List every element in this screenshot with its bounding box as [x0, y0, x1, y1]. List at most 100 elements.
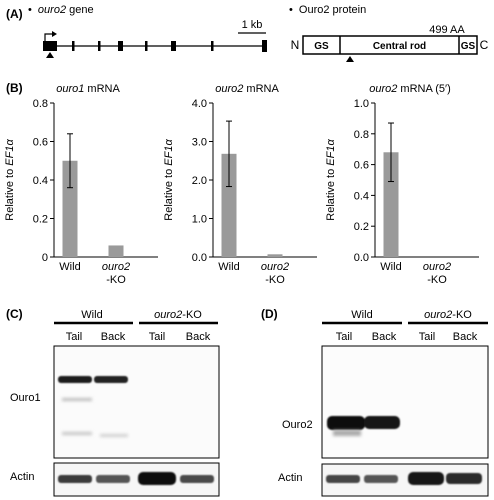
bar-charts: ouro1 mRNA Relative to EF1α 0 0.2 0.4 0.6 0.8 W… — [4, 83, 479, 286]
x-category-label: Wild — [59, 261, 80, 273]
protein-c-term: C — [480, 38, 489, 52]
gene-exon-4 — [118, 41, 123, 51]
chart-title: ouro1 mRNA — [56, 83, 120, 95]
c-actin-bands — [58, 472, 214, 485]
protein-length: 499 AA — [429, 24, 465, 36]
c-faint-band-3 — [100, 434, 128, 437]
y-tick-label: 3.0 — [192, 137, 207, 149]
chart-3: ouro2 mRNA (5′) Relative to EF1α 0.0 0.2 0.4… — [325, 83, 479, 286]
gene-exon-7 — [211, 41, 214, 51]
c-ouro1-band-tail-wild — [58, 376, 92, 383]
c-blot-ouro1 — [53, 345, 220, 459]
c-lane-tail-ko: Tail — [149, 331, 166, 343]
gene-exon-6 — [171, 41, 176, 51]
c-lane-back-ko: Back — [186, 331, 211, 343]
y-axis-label: Relative to EF1α — [4, 139, 16, 221]
c-ouro1-bands — [58, 376, 128, 383]
d-ouro2-band-back-wild — [364, 416, 400, 429]
d-smear-1 — [333, 430, 361, 436]
y-tick-label: 0.2 — [33, 214, 48, 226]
tss-arrowhead-icon — [52, 31, 57, 37]
y-axis-label-prefix: Relative to — [163, 166, 175, 221]
gene-title: • ouro2 gene — [28, 4, 94, 16]
bar — [383, 152, 399, 257]
d-blot-ouro2 — [321, 345, 489, 459]
c-faint-band-1 — [62, 398, 92, 401]
c-faint-bands — [62, 398, 128, 437]
c-row-actin: Actin — [10, 471, 34, 483]
x-category-label: -KO — [106, 274, 126, 286]
d-actin-band-1 — [326, 475, 360, 483]
d-row-actin: Actin — [278, 472, 302, 484]
x-category-label: Wild — [218, 261, 239, 273]
x-category-label: Wild — [380, 261, 401, 273]
c-group-ko: ouro2-KO — [154, 309, 202, 321]
c-lane-back-wild: Back — [101, 331, 126, 343]
y-tick-label: 0.2 — [354, 221, 369, 233]
chart-1: ouro1 mRNA Relative to EF1α 0 0.2 0.4 0.6 0.8 W… — [4, 83, 158, 286]
gene-bullet: • — [28, 4, 32, 16]
panel-label-c: (C) — [6, 307, 23, 321]
c-actin-band-1 — [58, 475, 92, 483]
d-group-ko-rest: -KO — [452, 309, 472, 321]
chart-title: ouro2 mRNA — [215, 83, 279, 95]
protein-n-term: N — [291, 38, 300, 52]
d-group-ko: ouro2-KO — [424, 309, 472, 321]
panel-c: (C) Wild ouro2-KO Tail Back Tail Back Ou… — [6, 307, 220, 497]
panel-d: (D) Wild ouro2-KO Tail Back Tail Back Ou… — [261, 307, 489, 497]
domain-gs-1: GS — [314, 41, 329, 52]
d-actin-band-4 — [446, 473, 482, 484]
x-category-label-italic: ouro2 — [261, 261, 289, 273]
c-ouro1-band-back-wild — [94, 376, 128, 383]
c-faint-band-2 — [62, 432, 92, 435]
d-lane-tail-ko: Tail — [419, 331, 436, 343]
chart-title-italic: ouro2 — [369, 83, 397, 95]
y-axis-label-italic: EF1α — [4, 139, 16, 166]
y-axis-label-italic: EF1α — [325, 139, 337, 166]
y-tick-label: 0.4 — [33, 175, 48, 187]
c-actin-band-3 — [138, 472, 176, 485]
gene-exon-1 — [43, 41, 57, 51]
d-actin-band-2 — [364, 475, 398, 483]
c-lane-tail-wild: Tail — [66, 331, 83, 343]
bar — [108, 245, 124, 257]
d-lane-back-ko: Back — [453, 331, 478, 343]
tss-arrow-icon — [44, 33, 53, 41]
domain-gs-2: GS — [461, 41, 476, 52]
d-group-ko-italic: ouro2 — [424, 309, 452, 321]
x-category-label: -KO — [265, 274, 285, 286]
c-actin-band-2 — [96, 475, 130, 483]
protein-title-text: Ouro2 protein — [299, 4, 366, 16]
y-tick-label: 4.0 — [192, 98, 207, 110]
x-category-label-italic: ouro2 — [423, 261, 451, 273]
x-category-label-italic: ouro2 — [102, 261, 130, 273]
y-axis-label-prefix: Relative to — [4, 166, 16, 221]
protein-bullet: • — [289, 4, 293, 16]
chart-title-italic: ouro1 — [56, 83, 84, 95]
d-actin-bands — [326, 472, 482, 485]
y-tick-label: 0.0 — [354, 252, 369, 264]
gene-target-marker-icon — [46, 52, 54, 58]
bar — [62, 160, 78, 257]
gene-exon-5 — [145, 41, 148, 51]
d-ouro2-bands — [327, 416, 400, 430]
d-group-wild: Wild — [351, 309, 372, 321]
gene-name: ouro2 — [38, 4, 66, 16]
y-tick-label: 2.0 — [192, 175, 207, 187]
protein-outline — [302, 35, 478, 55]
y-tick-label: 1.0 — [192, 214, 207, 226]
c-group-ko-rest: -KO — [182, 309, 202, 321]
panel-label-b: (B) — [6, 81, 23, 95]
y-axis-label-prefix: Relative to — [325, 166, 337, 221]
panel-label-d: (D) — [261, 307, 278, 321]
y-tick-label: 0.8 — [354, 129, 369, 141]
y-tick-label: 0.8 — [33, 98, 48, 110]
d-smear — [333, 430, 361, 436]
y-tick-label: 0.4 — [354, 190, 369, 202]
y-tick-label: 0.6 — [354, 160, 369, 172]
c-group-wild: Wild — [81, 309, 102, 321]
y-tick-label: 0 — [42, 252, 48, 264]
x-category-label: -KO — [427, 274, 447, 286]
chart-title-rest: mRNA — [243, 83, 279, 95]
